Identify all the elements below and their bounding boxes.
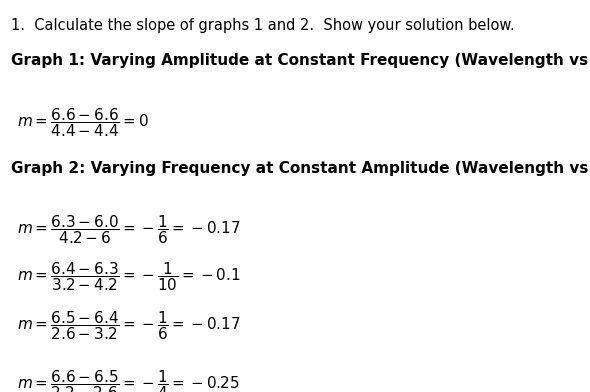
Text: Graph 2: Varying Frequency at Constant Amplitude (Wavelength vs Wave Speed): Graph 2: Varying Frequency at Constant A… — [11, 161, 590, 176]
Text: $m = \dfrac{6.6 - 6.6}{4.4 - 4.4} = 0$: $m = \dfrac{6.6 - 6.6}{4.4 - 4.4} = 0$ — [17, 106, 149, 139]
Text: $m = \dfrac{6.5 - 6.4}{2.6 - 3.2} = -\dfrac{1}{6} = -0.17$: $m = \dfrac{6.5 - 6.4}{2.6 - 3.2} = -\df… — [17, 310, 240, 343]
Text: $m = \dfrac{6.4 - 6.3}{3.2 - 4.2} = -\dfrac{1}{10} = -0.1$: $m = \dfrac{6.4 - 6.3}{3.2 - 4.2} = -\df… — [17, 261, 240, 294]
Text: $m = \dfrac{6.3 - 6.0}{4.2 - 6} = -\dfrac{1}{6} = -0.17$: $m = \dfrac{6.3 - 6.0}{4.2 - 6} = -\dfra… — [17, 214, 240, 247]
Text: Graph 1: Varying Amplitude at Constant Frequency (Wavelength vs Wave Speed): Graph 1: Varying Amplitude at Constant F… — [11, 53, 590, 68]
Text: $m = \dfrac{6.6 - 6.5}{2.2 - 2.6} = -\dfrac{1}{4} = -0.25$: $m = \dfrac{6.6 - 6.5}{2.2 - 2.6} = -\df… — [17, 368, 240, 392]
Text: 1.  Calculate the slope of graphs 1 and 2.  Show your solution below.: 1. Calculate the slope of graphs 1 and 2… — [11, 18, 514, 33]
